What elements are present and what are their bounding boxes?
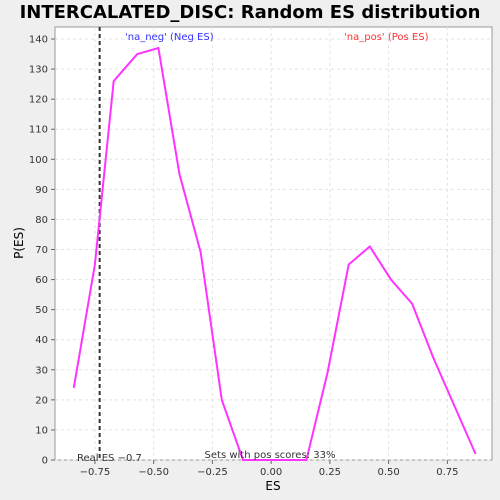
chart-title: INTERCALATED_DISC: Random ES distributio… (20, 2, 481, 23)
y-tick-label: 50 (35, 305, 48, 316)
series-line (72, 46, 477, 461)
y-tick-label: 60 (35, 275, 48, 286)
neg-label: 'na_neg' (Neg ES) (125, 32, 214, 43)
y-tick-label: 120 (29, 95, 48, 106)
y-tick-label: 110 (29, 125, 48, 136)
y-tick-label: 70 (35, 245, 48, 256)
y-tick-label: 20 (35, 395, 48, 406)
x-tick-label: 0.25 (319, 467, 341, 478)
y-tick-label: 90 (35, 185, 48, 196)
grid (55, 27, 492, 461)
y-tick-label: 40 (35, 335, 48, 346)
y-tick-label: 0 (42, 456, 48, 467)
y-tick-label: 10 (35, 425, 48, 436)
real-es-label: Real ES −0.7 (77, 453, 142, 464)
y-axis-label: P(ES) (12, 227, 26, 259)
x-tick-label: −0.75 (80, 467, 111, 478)
y-tick-label: 30 (35, 365, 48, 376)
x-tick-label: 0.00 (260, 467, 282, 478)
plot-area (54, 26, 493, 461)
y-axis: 0 10 20 30 40 50 60 70 80 90 100 110 120 130 140 (29, 35, 55, 467)
x-tick-label: −0.50 (138, 467, 169, 478)
pos-label: 'na_pos' (Pos ES) (344, 32, 429, 43)
y-tick-label: 140 (29, 35, 48, 46)
y-tick-label: 100 (29, 155, 48, 166)
y-tick-label: 130 (29, 65, 48, 76)
x-tick-label: 0.50 (377, 467, 399, 478)
x-tick-label: −0.25 (197, 467, 228, 478)
x-tick-label: 0.75 (436, 467, 458, 478)
pos-scores-label: Sets with pos scores: 33% (205, 450, 336, 461)
x-axis-label: ES (265, 479, 280, 493)
x-axis: −0.75 −0.50 −0.25 0.00 0.25 0.50 0.75 (80, 460, 458, 478)
y-tick-label: 80 (35, 215, 48, 226)
